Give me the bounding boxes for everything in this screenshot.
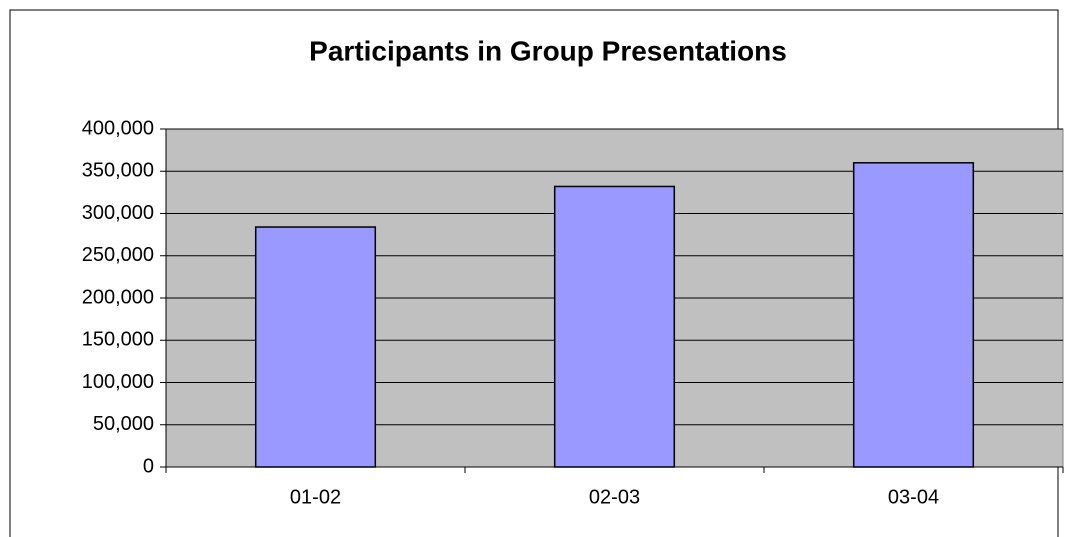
y-tick-label: 300,000 <box>82 202 154 224</box>
x-tick-label: 02-03 <box>589 486 640 508</box>
bar <box>553 185 676 468</box>
y-tick-label: 0 <box>143 455 154 477</box>
y-tick-label: 250,000 <box>82 244 154 266</box>
y-tick-label: 150,000 <box>82 329 154 351</box>
y-tick-label: 350,000 <box>82 160 154 182</box>
y-tick-label: 200,000 <box>82 286 154 308</box>
bar <box>254 226 377 468</box>
x-tick-label: 01-02 <box>290 486 341 508</box>
bar <box>852 162 975 468</box>
chart-title: Participants in Group Presentations <box>309 35 787 66</box>
x-tick-label: 03-04 <box>888 486 939 508</box>
y-tick-label: 400,000 <box>82 117 154 139</box>
y-tick-label: 50,000 <box>93 413 154 435</box>
y-tick-label: 100,000 <box>82 371 154 393</box>
